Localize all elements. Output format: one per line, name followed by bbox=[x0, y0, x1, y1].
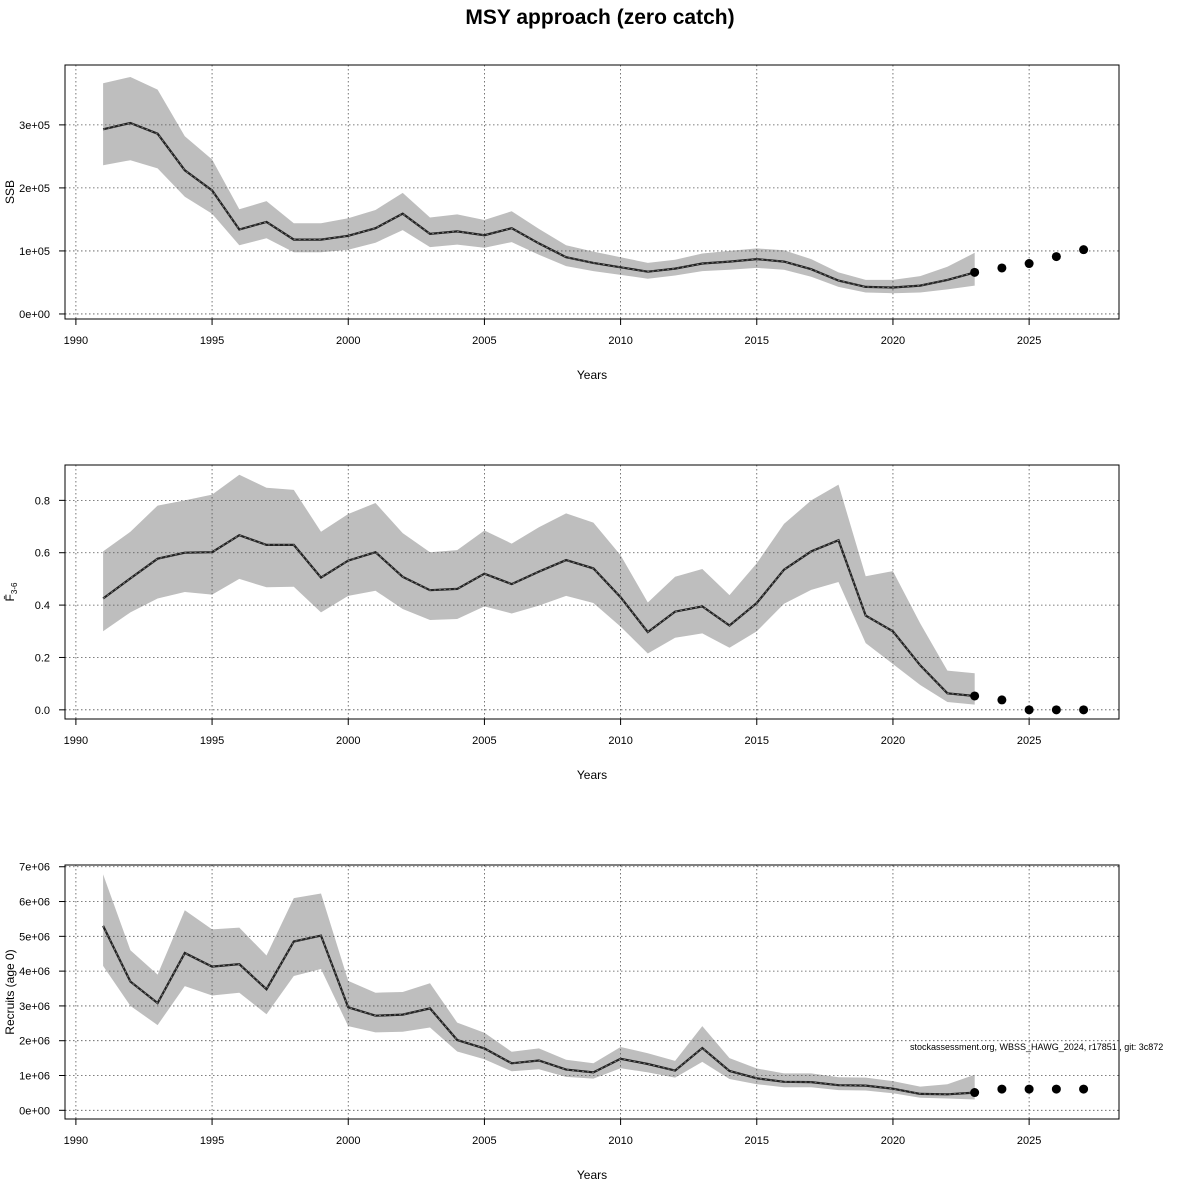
recruits-y-tick-label: 2e+06 bbox=[19, 1036, 50, 1048]
ssb-x-tick-label: 1995 bbox=[200, 335, 224, 347]
recruits-x-tick-label: 2005 bbox=[472, 1135, 496, 1147]
recruits-plot-frame bbox=[64, 864, 1120, 1120]
ssb-y-tick-label: 3e+05 bbox=[19, 120, 50, 132]
ssb-x-tick-label: 2025 bbox=[1017, 335, 1041, 347]
fbar-y-tick-label: 0.0 bbox=[35, 705, 50, 717]
ssb-y-tick-label: 1e+05 bbox=[19, 246, 50, 258]
fbar-x-tick-label: 2010 bbox=[608, 735, 632, 747]
fbar-y-tick-label: 0.8 bbox=[35, 495, 50, 507]
recruits-y-tick-label: 4e+06 bbox=[19, 966, 50, 978]
recruits-forecast-point bbox=[997, 1084, 1007, 1094]
fbar-forecast-point bbox=[1079, 705, 1089, 715]
ssb-y-tick-label: 0e+00 bbox=[19, 309, 50, 321]
fbar-x-tick-label: 2025 bbox=[1017, 735, 1041, 747]
recruits-x-tick-label: 2010 bbox=[608, 1135, 632, 1147]
fbar-x-tick-label: 1995 bbox=[200, 735, 224, 747]
ssb-x-tick-label: 2010 bbox=[608, 335, 632, 347]
ssb-x-tick-label: 2015 bbox=[745, 335, 769, 347]
recruits-panel: 1990 1995 2000 2005 2010 2015 2020 2025 0e+00 1e+… bbox=[3, 862, 1120, 1182]
ssb-forecast-point bbox=[1051, 252, 1061, 262]
ssb-panel: 1990 1995 2000 2005 2010 2015 2020 2025 0e+00 1e+… bbox=[3, 64, 1120, 382]
ssb-y-tick-label: 2e+05 bbox=[19, 183, 50, 195]
ssb-forecast-point bbox=[970, 267, 980, 277]
recruits-x-axis-label: Years bbox=[577, 1168, 607, 1182]
recruits-y-tick-label: 3e+06 bbox=[19, 1001, 50, 1013]
recruits-x-tick-label: 1990 bbox=[64, 1135, 88, 1147]
ssb-x-tick-label: 2020 bbox=[881, 335, 905, 347]
fbar-y-tick-label: 0.4 bbox=[35, 600, 50, 612]
recruits-forecast-point bbox=[970, 1088, 980, 1098]
fbar-x-tick-label: 2020 bbox=[881, 735, 905, 747]
recruits-y-axis-label: Recruits (age 0) bbox=[3, 949, 17, 1034]
recruits-x-tick-label: 2020 bbox=[881, 1135, 905, 1147]
ssb-confidence-band bbox=[103, 77, 975, 294]
fbar-x-axis-label: Years bbox=[577, 768, 607, 782]
recruits-confidence-band bbox=[103, 874, 975, 1100]
recruits-y-tick-label: 6e+06 bbox=[19, 897, 50, 909]
fbar-forecast-point bbox=[1024, 705, 1034, 715]
footer-credit: stockassessment.org, WBSS_HAWG_2024, r17… bbox=[910, 1042, 1163, 1052]
fbar-plot-frame bbox=[64, 464, 1120, 720]
fbar-x-tick-label: 1990 bbox=[64, 735, 88, 747]
fbar-confidence-band bbox=[103, 474, 975, 705]
recruits-y-tick-label: 7e+06 bbox=[19, 862, 50, 874]
recruits-forecast-point bbox=[1051, 1084, 1061, 1094]
recruits-y-tick-label: 0e+00 bbox=[19, 1105, 50, 1117]
recruits-forecast-point bbox=[1024, 1084, 1034, 1094]
recruits-x-tick-label: 2015 bbox=[745, 1135, 769, 1147]
chart-title: MSY approach (zero catch) bbox=[465, 6, 734, 29]
ssb-x-axis-label: Years bbox=[577, 368, 607, 382]
recruits-x-tick-label: 2000 bbox=[336, 1135, 360, 1147]
recruits-x-tick-label: 2025 bbox=[1017, 1135, 1041, 1147]
recruits-y-tick-label: 5e+06 bbox=[19, 931, 50, 943]
fbar-x-tick-label: 2015 bbox=[745, 735, 769, 747]
ssb-estimate-dash bbox=[103, 122, 975, 288]
fbar-y-tick-label: 0.6 bbox=[35, 548, 50, 560]
recruits-forecast-point bbox=[1079, 1084, 1089, 1094]
fbar-y-tick-label: 0.2 bbox=[35, 652, 50, 664]
fbar-x-tick-label: 2000 bbox=[336, 735, 360, 747]
ssb-x-tick-label: 2005 bbox=[472, 335, 496, 347]
ssb-x-tick-label: 2000 bbox=[336, 335, 360, 347]
recruits-x-tick-label: 1995 bbox=[200, 1135, 224, 1147]
fbar-x-tick-label: 2005 bbox=[472, 735, 496, 747]
ssb-forecast-point bbox=[997, 263, 1007, 273]
recruits-estimate-dash bbox=[102, 925, 975, 1095]
fbar-forecast-point bbox=[997, 695, 1007, 705]
ssb-y-axis-label: SSB bbox=[3, 180, 17, 204]
fbar-y-axis-label: F̄3-6 bbox=[3, 582, 19, 601]
fbar-estimate-dash bbox=[102, 534, 975, 697]
ssb-plot-frame bbox=[64, 64, 1120, 320]
recruits-y-tick-label: 1e+06 bbox=[19, 1071, 50, 1083]
ssb-x-tick-label: 1990 bbox=[64, 335, 88, 347]
fbar-forecast-point bbox=[970, 691, 980, 701]
fbar-forecast-point bbox=[1051, 705, 1061, 715]
ssb-forecast-point bbox=[1024, 259, 1034, 269]
ssb-forecast-point bbox=[1079, 245, 1089, 255]
fishing-mortality-panel: 1990 1995 2000 2005 2010 2015 2020 2025 0.0 0.2 0.… bbox=[3, 464, 1120, 782]
